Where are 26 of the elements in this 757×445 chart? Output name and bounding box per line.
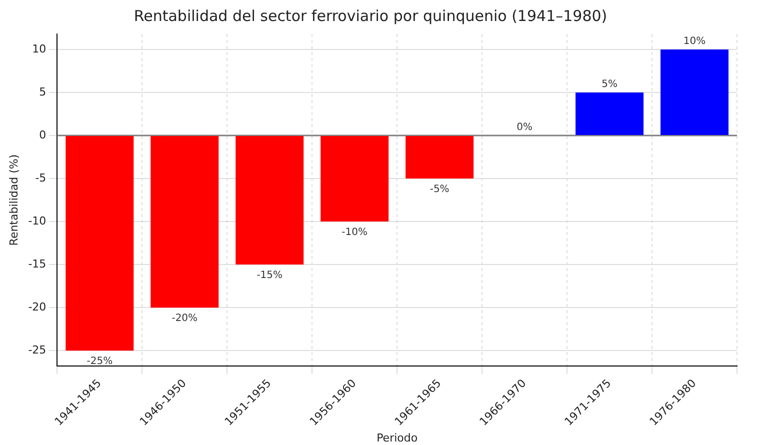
y-axis-title: Rentabilidad (%): [7, 154, 20, 246]
data-label: -25%: [86, 356, 113, 368]
bar: [150, 136, 219, 308]
data-label: 5%: [602, 79, 618, 90]
bar: [66, 136, 134, 351]
bar: [660, 49, 728, 136]
data-label: 0%: [516, 122, 532, 134]
y-tick-label: -15: [28, 257, 46, 270]
bar: [576, 92, 644, 136]
chart-title: Rentabilidad del sector ferroviario por quinquenio (1941–1980): [134, 6, 608, 25]
y-tick-label: 5: [39, 85, 46, 98]
bar: [236, 136, 304, 265]
y-tick-label: 10: [32, 42, 46, 56]
data-label: -5%: [430, 184, 450, 196]
y-tick-label: -20: [28, 300, 46, 314]
data-label: 10%: [683, 36, 706, 48]
x-axis-title: Periodo: [376, 431, 418, 444]
y-tick-label: -25: [28, 343, 46, 356]
bar: [320, 136, 389, 222]
y-tick-label: -10: [28, 214, 46, 228]
bar: [406, 136, 474, 179]
data-label: -20%: [172, 313, 198, 324]
y-tick-label: -5: [35, 171, 46, 184]
data-label: -15%: [256, 270, 283, 282]
data-label: -10%: [342, 227, 368, 238]
y-tick-label: 0: [39, 128, 46, 142]
